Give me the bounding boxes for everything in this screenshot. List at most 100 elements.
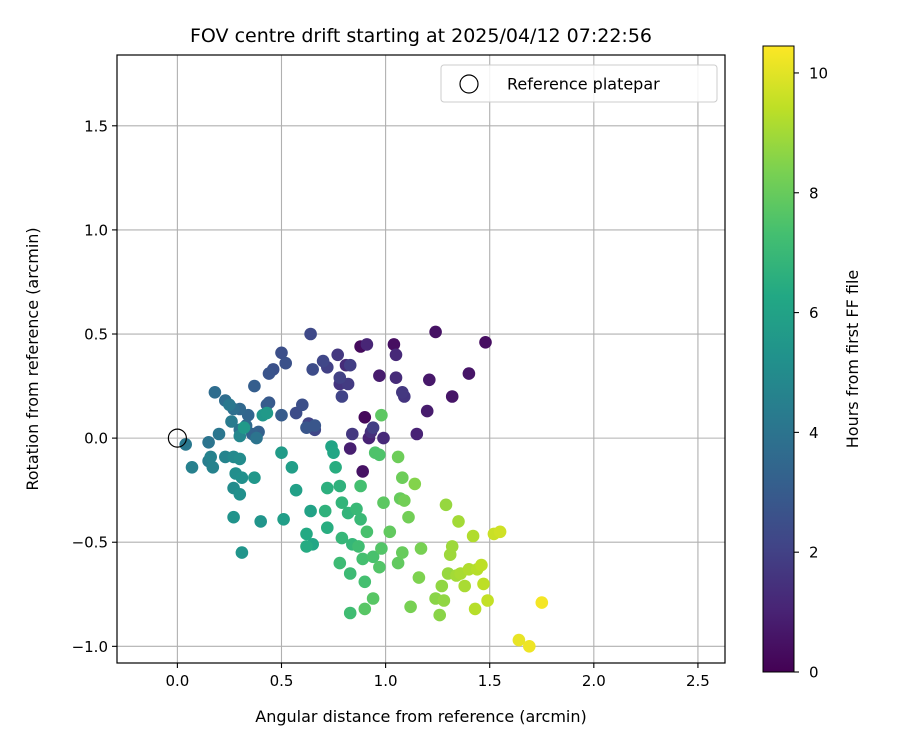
scatter-point <box>343 358 357 372</box>
scatter-point <box>391 556 405 570</box>
scatter-point <box>410 427 424 441</box>
scatter-point <box>237 421 251 435</box>
scatter-point <box>277 513 290 526</box>
scatter-point <box>333 556 347 570</box>
scatter-point <box>275 408 288 422</box>
scatter-point <box>396 546 409 559</box>
scatter-point <box>346 427 359 441</box>
scatter-point <box>458 579 472 593</box>
scatter-point <box>296 398 309 412</box>
scatter-point <box>423 373 436 387</box>
y-tick-label: 1.5 <box>84 117 108 135</box>
scatter-point <box>318 504 332 518</box>
y-tick-label: 1.0 <box>84 221 108 239</box>
scatter-point <box>333 371 347 385</box>
scatter-points <box>179 325 549 653</box>
scatter-point <box>360 338 374 351</box>
x-axis-label: Angular distance from reference (arcmin) <box>255 707 586 726</box>
colorbar-tick-label: 10 <box>809 64 828 82</box>
colorbar-tick-label: 0 <box>809 664 819 682</box>
scatter-point <box>373 448 386 462</box>
scatter-point <box>429 325 442 339</box>
scatter-point <box>462 367 476 380</box>
scatter-point <box>435 579 449 593</box>
colorbar-gradient <box>762 45 795 673</box>
scatter-point <box>445 540 459 553</box>
scatter-point <box>475 558 488 572</box>
scatter-point <box>479 336 492 349</box>
scatter-point <box>412 571 426 584</box>
scatter-point <box>354 479 367 493</box>
colorbar-tick-label: 8 <box>809 184 819 202</box>
scatter-point <box>493 525 507 539</box>
x-tick-label: 2.5 <box>686 672 710 690</box>
scatter-point <box>262 367 276 380</box>
scatter-point <box>329 461 342 474</box>
scatter-point <box>366 592 380 605</box>
reference-marker-group <box>167 428 187 448</box>
legend-box <box>440 64 718 103</box>
scatter-point <box>208 386 222 399</box>
scatter-point <box>235 546 249 559</box>
reference-platepar-marker <box>167 428 187 448</box>
scatter-point <box>387 338 401 351</box>
scatter-point <box>398 494 411 507</box>
scatter-point <box>343 567 357 580</box>
colorbar-tick-label: 4 <box>809 424 819 442</box>
legend-label-reference-platepar: Reference platepar <box>507 75 660 94</box>
scatter-point <box>233 452 247 466</box>
scatter-point <box>383 525 397 539</box>
scatter-point <box>179 438 192 451</box>
scatter-point <box>335 390 349 403</box>
scatter-point <box>343 606 357 620</box>
scatter-point <box>300 540 313 553</box>
scatter-point <box>343 442 357 455</box>
scatter-point <box>404 600 417 614</box>
scatter-point <box>535 596 549 609</box>
scatter-point <box>420 404 434 418</box>
scatter-point <box>377 496 390 510</box>
scatter-point <box>260 406 274 420</box>
scatter-point <box>233 488 247 501</box>
y-axis-label: Rotation from reference (arcmin) <box>23 227 42 490</box>
scatter-point <box>279 356 293 370</box>
scatter-point <box>414 542 428 555</box>
scatter-point <box>375 408 388 422</box>
scatter-point <box>408 477 422 491</box>
scatter-point <box>358 411 372 424</box>
scatter-point <box>275 446 288 460</box>
scatter-point <box>452 515 465 528</box>
scatter-point <box>254 515 267 528</box>
colorbar-ticks: 0 2 4 6 8 10 <box>794 64 828 682</box>
colorbar-tick-label: 2 <box>809 544 819 562</box>
legend: Reference platepar <box>440 64 718 103</box>
scatter-point <box>321 521 334 534</box>
y-axis-ticks: −1.0 −0.5 0.0 0.5 1.0 1.5 <box>72 117 117 656</box>
y-tick-label: −1.0 <box>72 638 108 656</box>
y-tick-label: 0.0 <box>84 430 108 448</box>
y-tick-label: 0.5 <box>84 326 108 344</box>
scatter-point <box>335 496 349 510</box>
scatter-point <box>235 471 249 485</box>
scatter-point <box>389 348 403 362</box>
scatter-point <box>481 594 494 607</box>
scatter-point <box>523 640 536 653</box>
scatter-point <box>445 390 459 403</box>
scatter-point <box>366 550 380 564</box>
scatter-point <box>358 602 372 616</box>
scatter-point <box>468 602 482 616</box>
x-tick-label: 1.0 <box>374 672 398 690</box>
scatter-point <box>212 427 226 441</box>
scatter-point <box>225 415 238 428</box>
scatter-point <box>366 421 380 435</box>
scatter-point <box>327 446 340 460</box>
scatter-point <box>466 529 480 543</box>
scatter-point <box>439 498 453 512</box>
scatter-point <box>223 398 236 412</box>
scatter-point <box>356 465 370 478</box>
scatter-point <box>375 542 388 555</box>
chart-title: FOV centre drift starting at 2025/04/12 … <box>190 25 652 47</box>
colorbar-tick-label: 6 <box>809 304 819 322</box>
scatter-point <box>354 513 367 526</box>
